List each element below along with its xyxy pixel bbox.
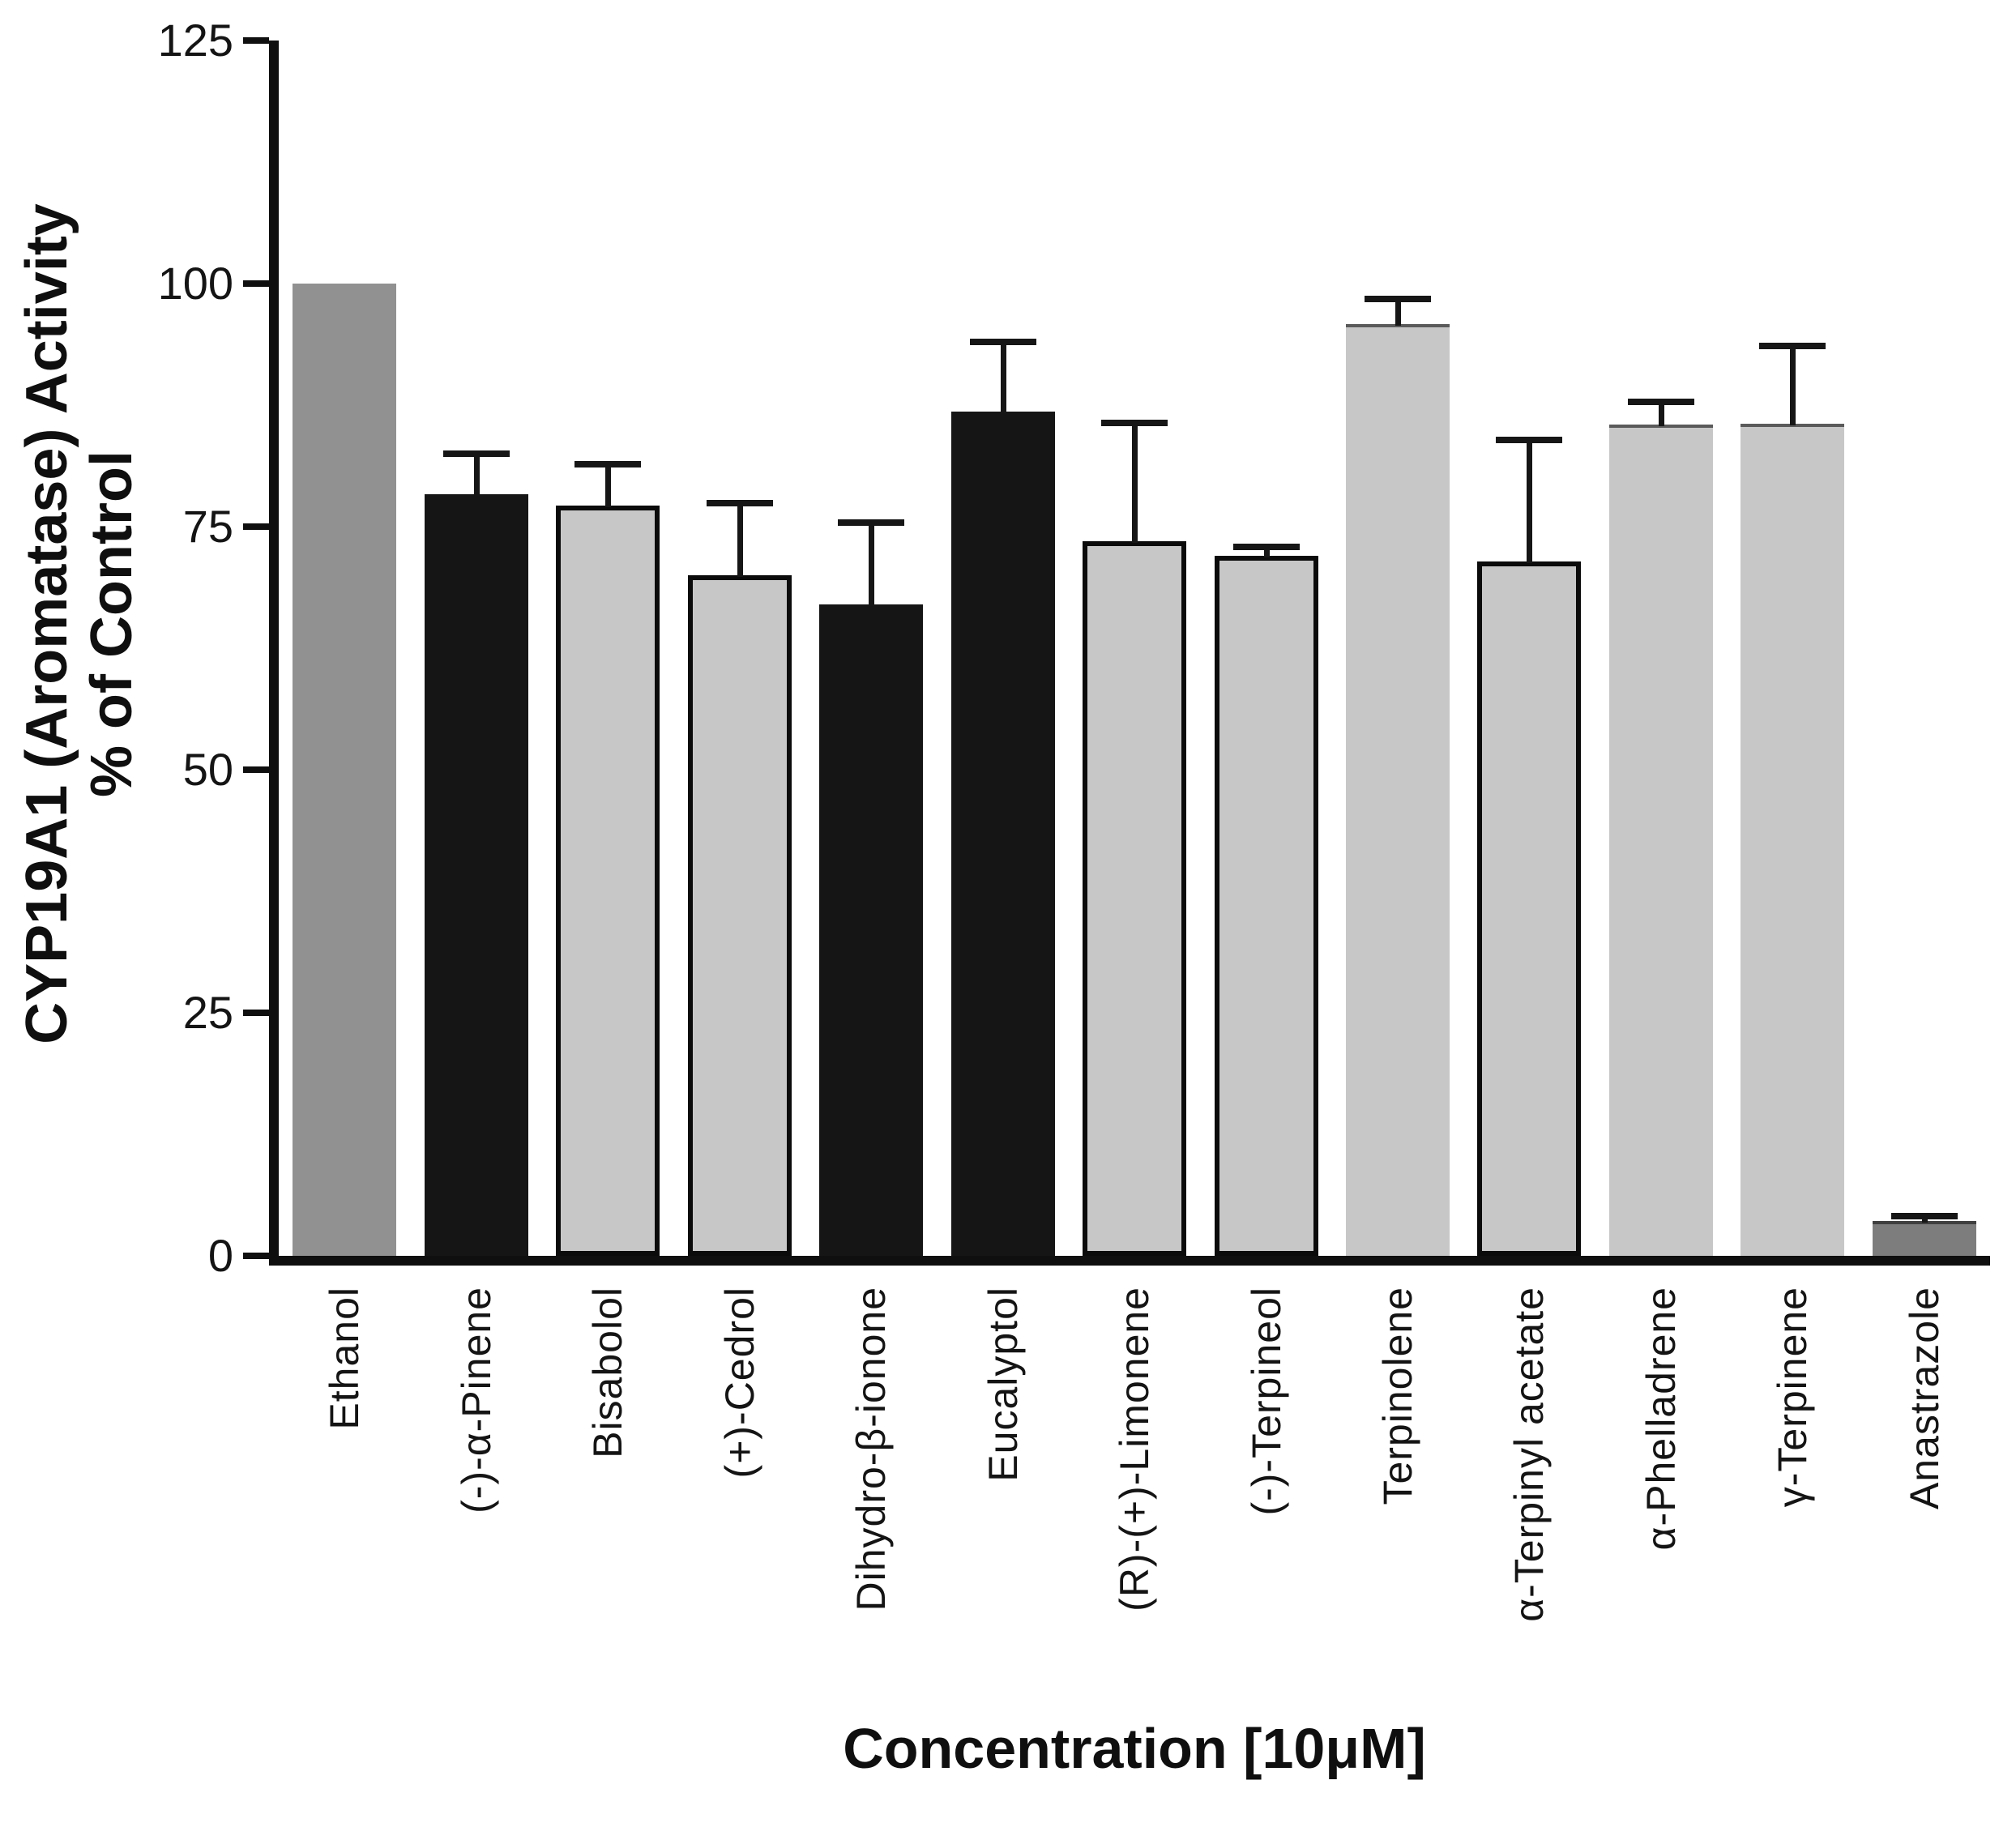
bar bbox=[556, 505, 660, 1256]
category-label: Eucalyptol bbox=[980, 1287, 1026, 1482]
y-tick-label: 50 bbox=[182, 744, 233, 795]
category-label: (-)-Terpineol bbox=[1243, 1287, 1289, 1516]
bar-slot bbox=[279, 41, 410, 1256]
category-label: γ-Terpinene bbox=[1770, 1287, 1816, 1508]
category-label: α-Phelladrene bbox=[1638, 1287, 1684, 1551]
bar bbox=[293, 284, 397, 1256]
category-label: (+)-Cedrol bbox=[716, 1287, 762, 1479]
y-tick-label: 75 bbox=[182, 501, 233, 552]
error-bar-whisker bbox=[605, 464, 612, 507]
category-label: Ethanol bbox=[322, 1287, 368, 1430]
bar bbox=[687, 575, 792, 1256]
bar-slot bbox=[805, 41, 937, 1256]
bar bbox=[1214, 556, 1318, 1256]
bar bbox=[1741, 423, 1845, 1256]
bar bbox=[1477, 561, 1582, 1256]
y-axis-ticks bbox=[243, 37, 269, 1259]
error-bar-cap bbox=[1496, 437, 1563, 444]
error-bar-whisker bbox=[1527, 440, 1533, 564]
error-bar-whisker bbox=[473, 454, 480, 497]
bar bbox=[1872, 1220, 1976, 1256]
y-tick-labels: 0 25 50 75 100 125 bbox=[0, 15, 233, 1281]
category-label: Anastrazole bbox=[1901, 1287, 1947, 1510]
y-axis-tick bbox=[243, 37, 269, 44]
plot-area bbox=[269, 41, 1990, 1266]
error-bar-cap bbox=[1232, 544, 1300, 551]
error-bar-whisker bbox=[737, 503, 743, 577]
bar-slot bbox=[1200, 41, 1331, 1256]
error-bar-whisker bbox=[869, 523, 875, 606]
bar bbox=[1608, 425, 1713, 1256]
error-bar-cap bbox=[1759, 342, 1826, 349]
error-bar-cap bbox=[706, 500, 773, 507]
error-bar-whisker bbox=[1000, 342, 1006, 414]
y-axis-tick bbox=[243, 280, 269, 287]
bar-slot bbox=[1595, 41, 1727, 1256]
bar-slot bbox=[410, 41, 541, 1256]
bar-slot bbox=[1069, 41, 1200, 1256]
bar bbox=[1345, 324, 1450, 1256]
bar-slot bbox=[542, 41, 673, 1256]
error-bar-cap bbox=[442, 450, 510, 457]
bar bbox=[424, 494, 528, 1256]
bar bbox=[1083, 541, 1187, 1256]
error-bar-whisker bbox=[1790, 345, 1796, 425]
error-bar-whisker bbox=[1132, 422, 1138, 543]
error-bar-whisker bbox=[1921, 1215, 1928, 1223]
bars-group bbox=[279, 41, 1990, 1256]
bar-slot bbox=[1727, 41, 1858, 1256]
category-label: Bisabolol bbox=[585, 1287, 631, 1458]
bar-slot bbox=[1859, 41, 1990, 1256]
category-label: Dihydro-β-ionone bbox=[848, 1287, 895, 1612]
error-bar-cap bbox=[969, 339, 1036, 345]
category-label: (-)-α-Pinene bbox=[453, 1287, 499, 1513]
error-bar-cap bbox=[1364, 296, 1431, 303]
error-bar-cap bbox=[574, 461, 642, 468]
error-bar-cap bbox=[1627, 399, 1694, 406]
y-axis-tick bbox=[243, 1253, 269, 1259]
error-bar-cap bbox=[838, 519, 905, 527]
y-tick-label: 25 bbox=[182, 987, 233, 1038]
category-label: Terpinolene bbox=[1374, 1287, 1420, 1505]
error-bar-cap bbox=[1890, 1212, 1958, 1219]
y-axis-tick bbox=[243, 766, 269, 773]
bar-slot bbox=[1332, 41, 1463, 1256]
y-axis-tick bbox=[243, 523, 269, 530]
y-tick-label: 0 bbox=[207, 1230, 233, 1281]
bar bbox=[819, 604, 924, 1256]
error-bar-whisker bbox=[1395, 299, 1401, 327]
y-tick-label: 100 bbox=[157, 258, 233, 309]
bar-slot bbox=[1463, 41, 1595, 1256]
category-label: (R)-(+)-Limonene bbox=[1112, 1287, 1158, 1612]
bar bbox=[950, 412, 1055, 1256]
bar-slot bbox=[673, 41, 805, 1256]
category-label: α-Terpinyl acetate bbox=[1506, 1287, 1553, 1622]
error-bar-cap bbox=[1101, 419, 1168, 426]
x-axis-title: Concentration [10μM] bbox=[843, 1717, 1426, 1780]
y-axis-tick bbox=[243, 1010, 269, 1016]
bar-slot bbox=[937, 41, 1068, 1256]
y-tick-label: 125 bbox=[157, 15, 233, 66]
error-bar-whisker bbox=[1658, 402, 1664, 426]
error-bar-whisker bbox=[1263, 547, 1270, 557]
